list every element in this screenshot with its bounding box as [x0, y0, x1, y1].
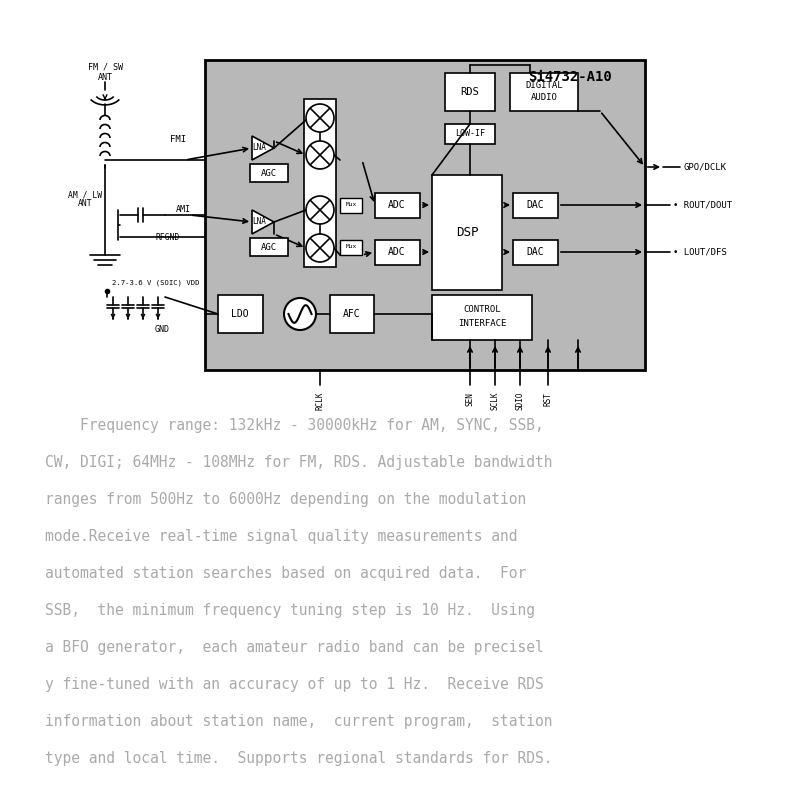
Bar: [205, 60, 645, 370]
Text: INTERFACE: INTERFACE: [458, 318, 506, 327]
Bar: [432, 295, 532, 340]
Text: CW, DIGI; 64MHz - 108MHz for FM, RDS. Adjustable bandwidth: CW, DIGI; 64MHz - 108MHz for FM, RDS. Ad…: [45, 455, 553, 470]
Bar: [375, 193, 420, 218]
Text: type and local time.  Supports regional standards for RDS.: type and local time. Supports regional s…: [45, 751, 553, 766]
Circle shape: [284, 298, 316, 330]
Circle shape: [306, 196, 334, 224]
Text: DIGITAL: DIGITAL: [525, 81, 563, 90]
Text: SDIO: SDIO: [515, 392, 525, 410]
Text: ADC: ADC: [388, 200, 406, 210]
Bar: [330, 295, 374, 333]
Text: • ROUT/DOUT: • ROUT/DOUT: [673, 201, 732, 210]
Circle shape: [306, 234, 334, 262]
Text: Frequency range: 132kHz - 30000kHz for AM, SYNC, SSB,: Frequency range: 132kHz - 30000kHz for A…: [45, 418, 544, 433]
Text: Si4732-A10: Si4732-A10: [528, 70, 612, 84]
Circle shape: [306, 141, 334, 169]
Text: FM / SW: FM / SW: [87, 62, 122, 71]
Text: DAC: DAC: [526, 247, 544, 257]
Text: AMI: AMI: [175, 206, 190, 214]
Text: CONTROL: CONTROL: [463, 306, 501, 314]
Text: y fine-tuned with an accuracy of up to 1 Hz.  Receive RDS: y fine-tuned with an accuracy of up to 1…: [45, 677, 544, 692]
Text: GND: GND: [154, 326, 170, 334]
Polygon shape: [252, 136, 274, 160]
Text: AUDIO: AUDIO: [530, 94, 558, 102]
Bar: [513, 240, 558, 265]
Bar: [340, 198, 362, 213]
Text: DSP: DSP: [456, 226, 478, 238]
Bar: [445, 73, 495, 111]
Text: Mux: Mux: [346, 202, 357, 207]
Text: ADC: ADC: [388, 247, 406, 257]
Text: ANT: ANT: [98, 73, 113, 82]
Text: LNA: LNA: [252, 143, 266, 153]
Bar: [340, 240, 362, 255]
Text: 2.7-3.6 V (SOIC) VDD: 2.7-3.6 V (SOIC) VDD: [112, 280, 199, 286]
Text: information about station name,  current program,  station: information about station name, current …: [45, 714, 553, 729]
Text: AGC: AGC: [261, 242, 277, 251]
Text: RFGND: RFGND: [156, 233, 180, 242]
Text: mode.Receive real-time signal quality measurements and: mode.Receive real-time signal quality me…: [45, 529, 518, 544]
Bar: [510, 73, 578, 111]
Bar: [218, 295, 263, 333]
Text: SCLK: SCLK: [490, 392, 499, 410]
Text: • LOUT/DFS: • LOUT/DFS: [673, 247, 726, 257]
Text: RDS: RDS: [461, 87, 479, 97]
Text: AGC: AGC: [261, 169, 277, 178]
Bar: [513, 193, 558, 218]
Bar: [445, 124, 495, 144]
Text: AM / LW: AM / LW: [68, 190, 102, 199]
Text: FMI: FMI: [170, 135, 186, 145]
Text: ranges from 500Hz to 6000Hz depending on the modulation: ranges from 500Hz to 6000Hz depending on…: [45, 492, 526, 507]
Text: AFC: AFC: [343, 309, 361, 319]
Text: GPO/DCLK: GPO/DCLK: [684, 162, 727, 171]
Bar: [375, 240, 420, 265]
Text: ANT: ANT: [78, 199, 92, 209]
Bar: [432, 175, 502, 290]
Text: RCLK: RCLK: [315, 392, 325, 410]
Bar: [250, 238, 288, 256]
Text: SSB,  the minimum frequency tuning step is 10 Hz.  Using: SSB, the minimum frequency tuning step i…: [45, 603, 535, 618]
Text: automated station searches based on acquired data.  For: automated station searches based on acqu…: [45, 566, 526, 581]
Polygon shape: [252, 210, 274, 234]
Text: SEN: SEN: [466, 392, 474, 406]
Bar: [304, 99, 336, 267]
Text: a BFO generator,  each amateur radio band can be precisel: a BFO generator, each amateur radio band…: [45, 640, 544, 655]
Text: LNA: LNA: [252, 218, 266, 226]
Text: RST: RST: [543, 392, 553, 406]
Text: LOW-IF: LOW-IF: [455, 130, 485, 138]
Text: Mux: Mux: [346, 245, 357, 250]
Text: LDO: LDO: [231, 309, 249, 319]
Bar: [250, 164, 288, 182]
Text: DAC: DAC: [526, 200, 544, 210]
Circle shape: [306, 104, 334, 132]
